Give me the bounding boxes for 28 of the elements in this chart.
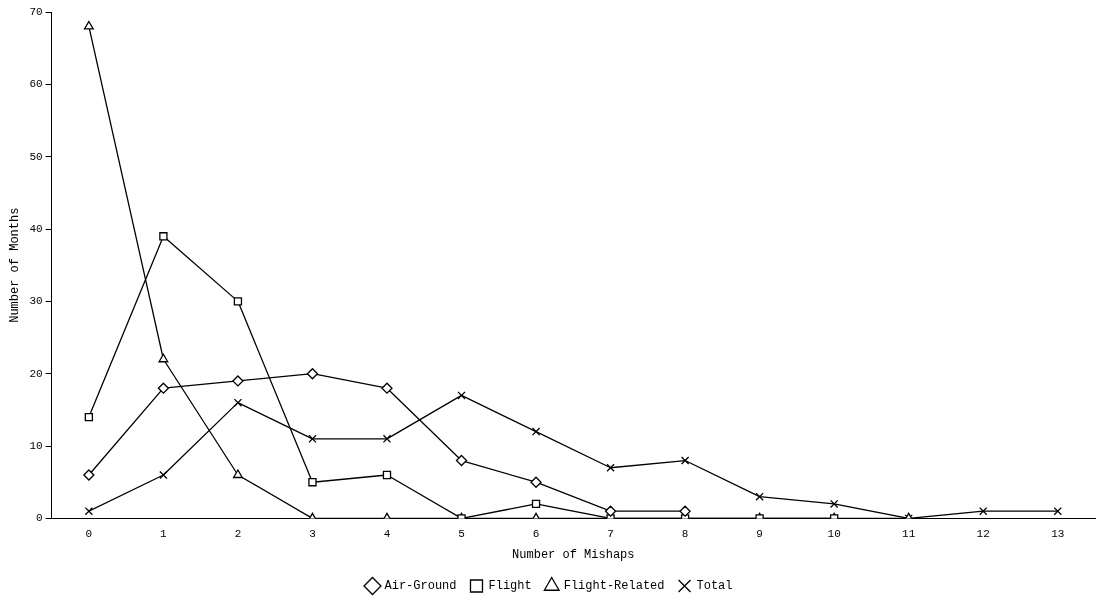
x-tick-label: 12 — [976, 527, 990, 540]
legend-label: Flight — [488, 579, 532, 594]
x-tick-label: 5 — [458, 527, 465, 540]
legend-label: Air-Ground — [384, 579, 457, 594]
legend-label: Total — [696, 579, 733, 594]
legend-label: Flight-Related — [563, 579, 665, 594]
y-tick-label: 30 — [29, 295, 43, 308]
x-tick-label: 8 — [681, 527, 689, 540]
y-tick-label: 10 — [29, 439, 43, 452]
x-tick-label: 4 — [383, 527, 391, 540]
x-tick-label: 7 — [607, 527, 614, 540]
y-tick-label: 20 — [29, 367, 43, 380]
y-axis-title: Number of Months — [8, 207, 23, 323]
y-tick-label: 60 — [29, 78, 43, 91]
x-tick-label: 3 — [309, 527, 316, 540]
y-tick-label: 50 — [29, 150, 43, 163]
x-tick-label: 10 — [827, 527, 841, 540]
x-tick-label: 11 — [902, 527, 916, 540]
y-tick-label: 40 — [29, 222, 43, 235]
x-tick-label: 2 — [234, 527, 242, 540]
x-tick-label: 13 — [1051, 527, 1065, 540]
y-tick-label: 70 — [29, 5, 43, 18]
y-tick-label: 0 — [35, 512, 43, 525]
x-tick-label: 1 — [160, 527, 168, 540]
x-tick-label: 6 — [532, 527, 540, 540]
x-tick-label: 0 — [85, 527, 93, 540]
x-axis-title: Number of Mishaps — [512, 547, 635, 562]
x-tick-label: 9 — [756, 527, 763, 540]
